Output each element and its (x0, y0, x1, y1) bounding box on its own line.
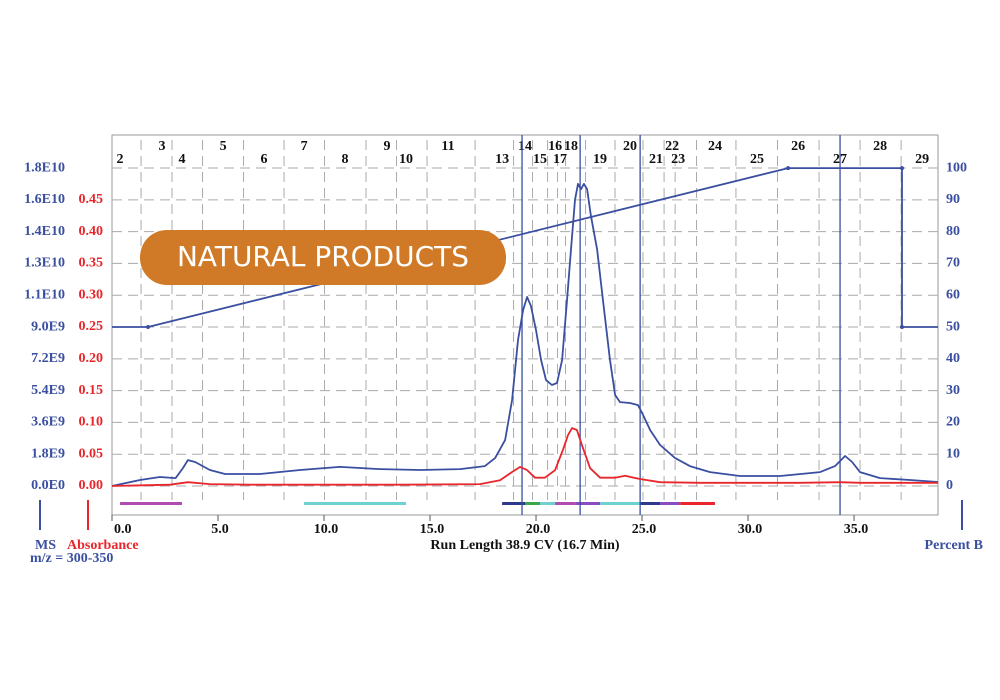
y-tick-label: 1.8E9 (31, 446, 65, 461)
x-tick-label: 30.0 (738, 522, 763, 537)
fraction-label: 6 (261, 152, 268, 167)
fraction-label: 23 (671, 152, 685, 167)
fraction-label: 4 (178, 152, 185, 167)
y-tick-label: 1.6E10 (24, 192, 65, 207)
fraction-label: 21 (649, 152, 663, 167)
fraction-label: 20 (623, 139, 637, 154)
y3-tick-label: 10 (946, 446, 960, 461)
collection-bar (540, 502, 556, 505)
y3-tick-label: 80 (946, 224, 960, 239)
fraction-label: 19 (593, 152, 607, 167)
gradient-point (899, 325, 904, 330)
collection-bar (575, 502, 601, 505)
gradient-point (899, 166, 904, 171)
y3-tick-label: 30 (946, 383, 960, 398)
collection-bar (120, 502, 182, 505)
fraction-label: 28 (873, 139, 887, 154)
gradient-point (146, 325, 151, 330)
banner-text: NATURAL PRODUCTS (177, 240, 469, 273)
y2-tick-label: 0.10 (79, 415, 104, 430)
y3-tick-label: 0 (946, 478, 953, 493)
y3-tick-label: 50 (946, 319, 960, 334)
collection-bar (600, 502, 640, 505)
y3-tick-label: 20 (946, 415, 960, 430)
y2-axis-label: Absorbance (67, 538, 139, 553)
fraction-label: 26 (791, 139, 805, 154)
fraction-label: 16 (548, 139, 562, 154)
y-tick-label: 5.4E9 (31, 383, 65, 398)
y3-tick-label: 40 (946, 351, 960, 366)
fraction-label: 8 (342, 152, 349, 167)
x-tick-label: 15.0 (420, 522, 445, 537)
y-tick-label: 1.4E10 (24, 224, 65, 239)
y2-tick-label: 0.25 (79, 319, 104, 334)
collection-bar (660, 502, 681, 505)
series-line (111, 427, 938, 487)
collection-bar (555, 502, 576, 505)
y-tick-label: 1.3E10 (24, 256, 65, 271)
y3-axis-label: Percent B (925, 538, 983, 553)
y-tick-label: 1.8E10 (24, 160, 65, 175)
series-line (112, 167, 938, 328)
fraction-label: 10 (399, 152, 413, 167)
collection-bar (304, 502, 407, 505)
y-tick-label: 9.0E9 (31, 319, 65, 334)
y2-tick-label: 0.40 (79, 224, 104, 239)
y2-tick-label: 0.45 (79, 192, 104, 207)
x-tick-label: 0.0 (114, 522, 132, 537)
y2-tick-label: 0.00 (79, 478, 104, 493)
y3-tick-label: 60 (946, 287, 960, 302)
y-axis-sublabel: m/z = 300-350 (30, 551, 113, 566)
fraction-label: 24 (708, 139, 722, 154)
series-line (111, 183, 939, 487)
y2-tick-label: 0.05 (79, 446, 104, 461)
y-axis-label: MS (35, 538, 56, 553)
fraction-label: 13 (495, 152, 509, 167)
fraction-label: 17 (553, 152, 567, 167)
fraction-label: 14 (518, 139, 532, 154)
gradient-point (786, 166, 791, 171)
y2-tick-label: 0.15 (79, 383, 104, 398)
y2-tick-label: 0.30 (79, 287, 104, 302)
y-tick-label: 3.6E9 (31, 415, 65, 430)
y-tick-label: 7.2E9 (31, 351, 65, 366)
collection-bar (639, 502, 661, 505)
fraction-label: 5 (220, 139, 227, 154)
fraction-label: 11 (441, 139, 454, 154)
banner (140, 230, 506, 285)
fraction-label: 15 (533, 152, 547, 167)
x-tick-label: 20.0 (526, 522, 551, 537)
fraction-label: 22 (665, 139, 679, 154)
x-tick-label: 25.0 (632, 522, 657, 537)
plot-frame (111, 134, 939, 516)
collection-bar (680, 502, 715, 505)
x-tick-label: 35.0 (844, 522, 869, 537)
x-tick-label: 10.0 (314, 522, 339, 537)
fraction-label: 7 (301, 139, 308, 154)
x-tick-label: 5.0 (211, 522, 229, 537)
fraction-label: 29 (915, 152, 929, 167)
collection-bar (502, 502, 525, 505)
y2-tick-label: 0.20 (79, 351, 104, 366)
y2-tick-label: 0.35 (79, 256, 104, 271)
y-tick-label: 0.0E0 (31, 478, 65, 493)
collection-bar (525, 502, 541, 505)
fraction-label: 9 (383, 139, 390, 154)
y3-tick-label: 100 (946, 160, 967, 175)
fraction-label: 25 (750, 152, 764, 167)
fraction-label: 18 (564, 139, 578, 154)
plot: 0.0E0 1.8E9 3.6E9 5.4E9 7.2E9 9.0E9 1.1E10 1.3E… (24, 135, 967, 537)
x-axis-label: Run Length 38.9 CV (16.7 Min) (430, 538, 619, 553)
fraction-label: 2 (117, 152, 124, 167)
fraction-label: 3 (159, 139, 166, 154)
y-tick-label: 1.1E10 (24, 287, 65, 302)
y3-tick-label: 70 (946, 256, 960, 271)
y3-tick-label: 90 (946, 192, 960, 207)
